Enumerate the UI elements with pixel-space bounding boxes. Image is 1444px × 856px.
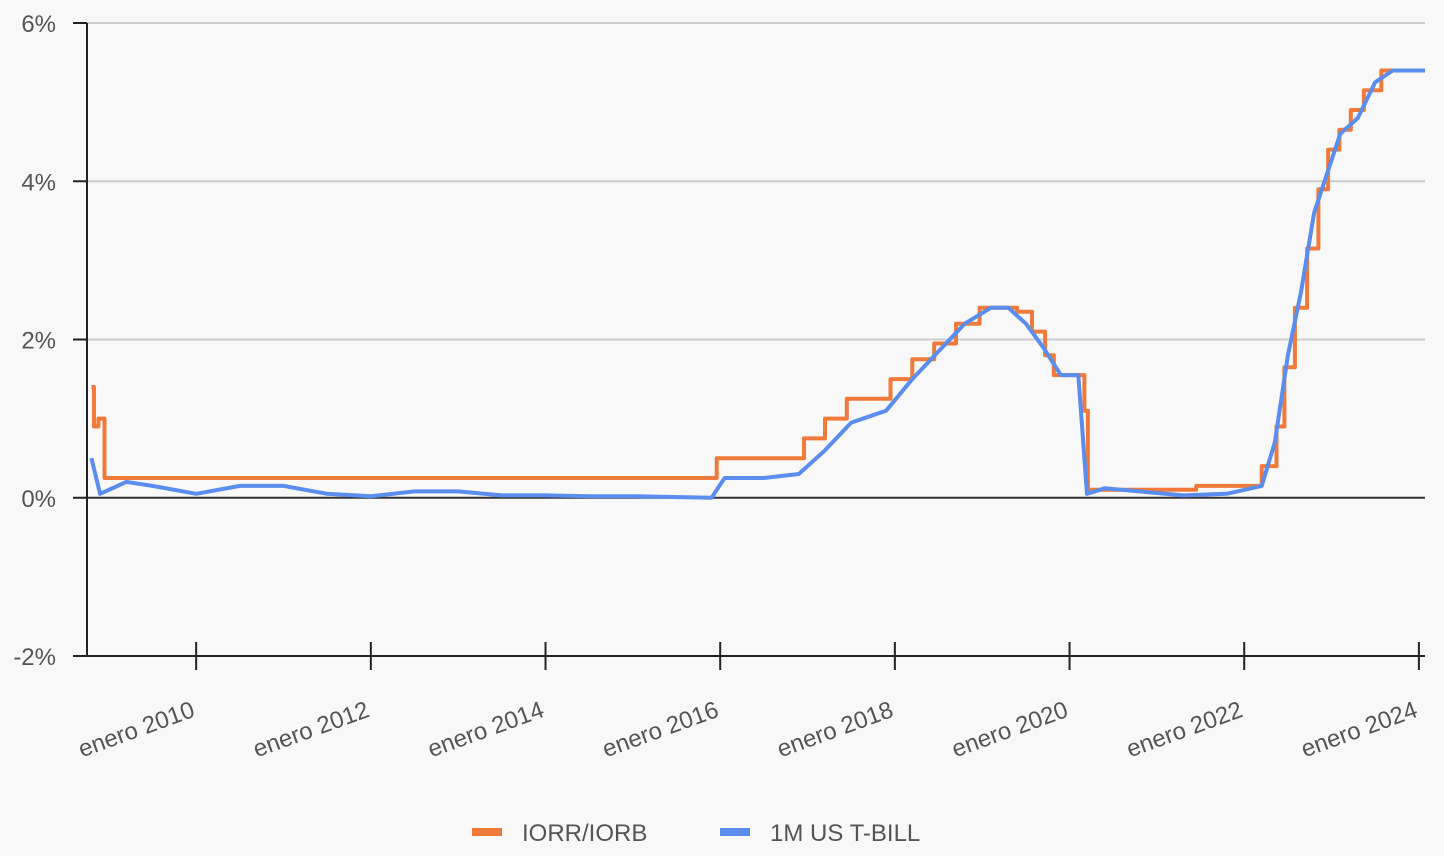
y-tick-label: 4% xyxy=(21,169,56,196)
x-tick-label: enero 2010 xyxy=(75,696,198,763)
x-tick-label: enero 2018 xyxy=(774,696,897,763)
series-line xyxy=(91,68,1425,492)
x-tick-label: enero 2020 xyxy=(948,696,1071,763)
x-tick-label: enero 2022 xyxy=(1123,696,1246,763)
y-tick-label: -2% xyxy=(13,644,56,671)
y-tick-label: 0% xyxy=(21,486,56,513)
x-tick-label: enero 2016 xyxy=(599,696,722,763)
x-tick-label: enero 2012 xyxy=(250,696,373,763)
legend-label: IORR/IORB xyxy=(522,820,647,847)
legend-label: 1M US T-BILL xyxy=(770,820,920,847)
x-tick-label: enero 2024 xyxy=(1298,696,1421,763)
y-tick-label: 2% xyxy=(21,328,56,355)
y-tick-label: 6% xyxy=(21,11,56,38)
x-tick-label: enero 2014 xyxy=(424,696,547,763)
series-line xyxy=(89,68,1425,500)
